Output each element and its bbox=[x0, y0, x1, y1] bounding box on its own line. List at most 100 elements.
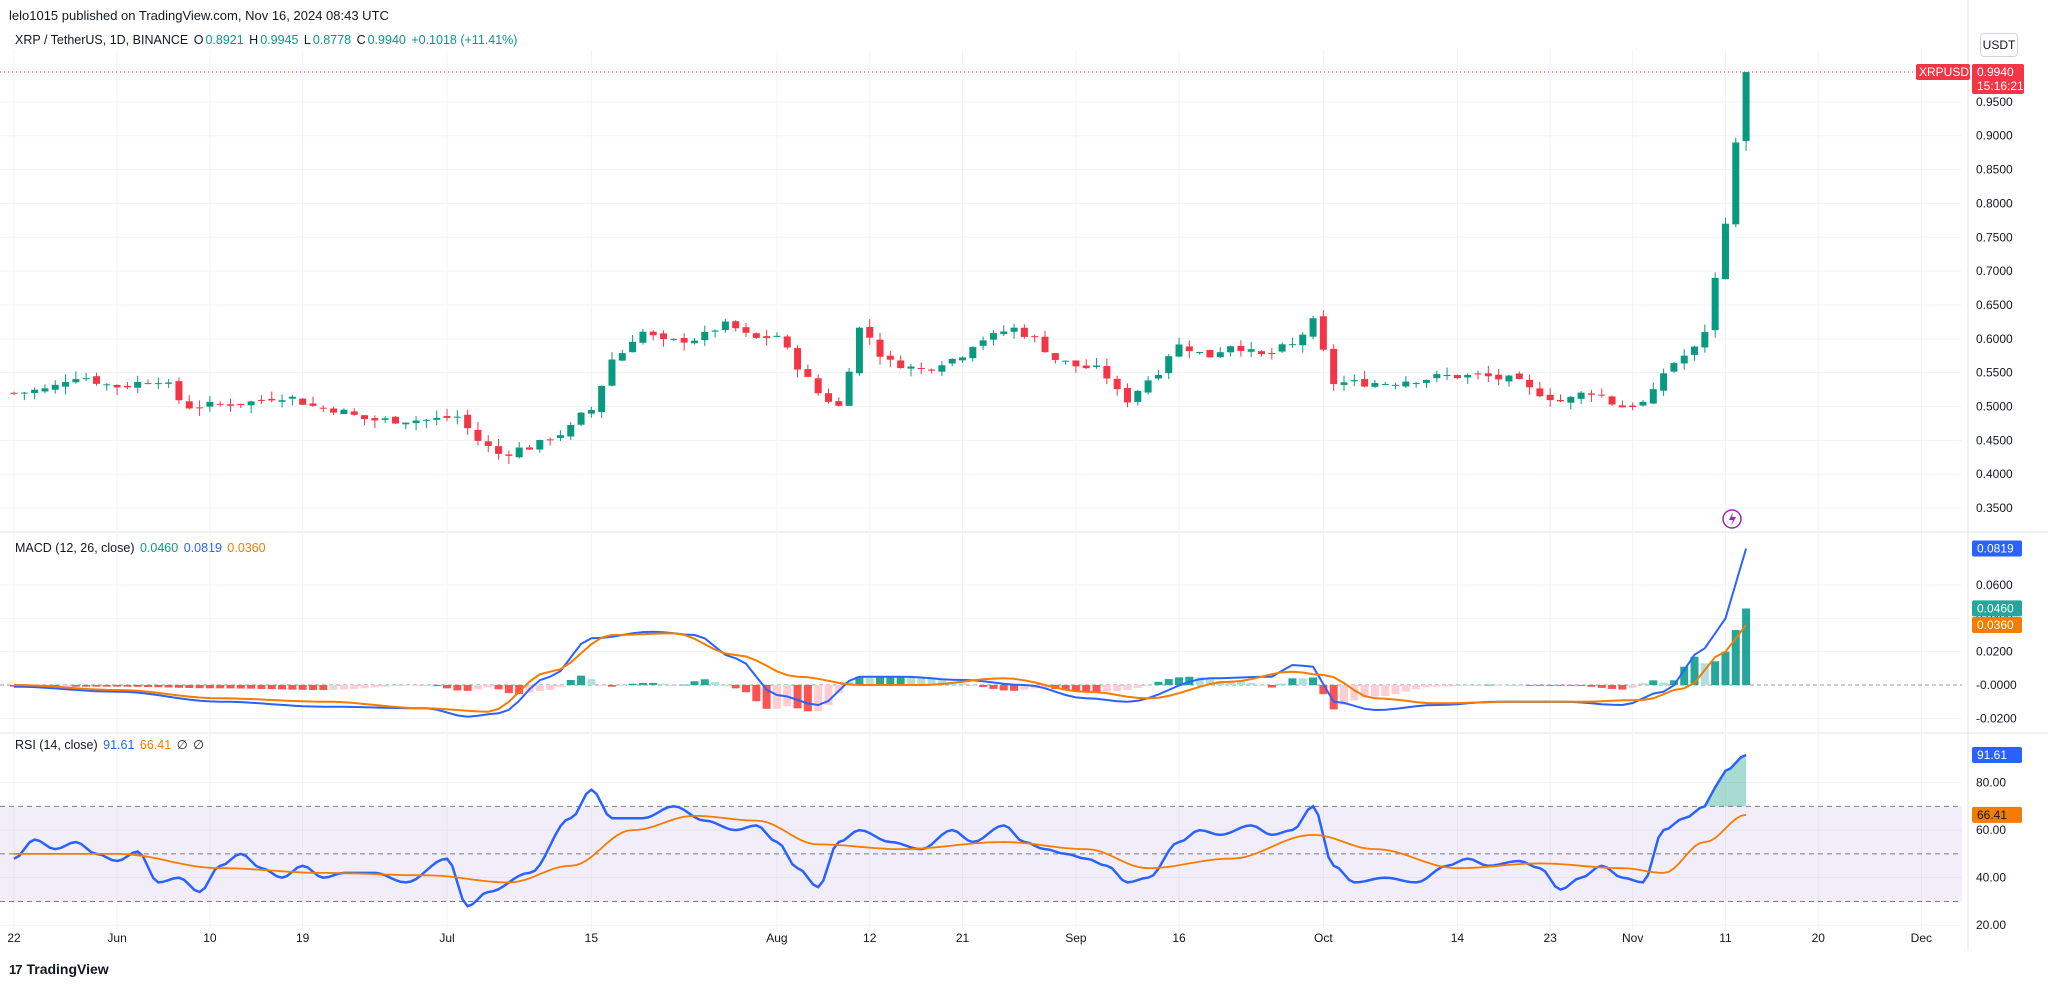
candle-body bbox=[1732, 142, 1740, 225]
candle bbox=[855, 326, 863, 376]
candle bbox=[1134, 390, 1142, 406]
macd-hist-bar bbox=[1484, 684, 1493, 686]
candle-body bbox=[979, 340, 987, 346]
macd-hist-bar bbox=[113, 685, 122, 687]
macd-hist-bar bbox=[1504, 684, 1513, 686]
macd-hist-bar bbox=[267, 685, 276, 690]
macd-hist-bar bbox=[597, 685, 606, 686]
candle-body bbox=[1392, 384, 1400, 386]
macd-hist-bar bbox=[638, 682, 647, 685]
candle bbox=[701, 325, 709, 346]
candle bbox=[567, 422, 575, 440]
candle-body bbox=[814, 378, 822, 394]
candle bbox=[134, 375, 142, 394]
price-tick-label: 0.6500 bbox=[1976, 298, 2013, 312]
macd-line bbox=[13, 548, 1748, 718]
candle bbox=[1165, 354, 1173, 380]
macd-hist-bar bbox=[174, 685, 183, 688]
grid-lines bbox=[0, 50, 2048, 930]
candle-body bbox=[598, 385, 606, 412]
macd-hist-bar bbox=[1113, 685, 1122, 692]
candle bbox=[536, 439, 544, 453]
candle bbox=[216, 401, 224, 407]
rsi-legend: RSI (14, close) 91.61 66.41 ∅ ∅ bbox=[15, 737, 206, 752]
candle-body bbox=[464, 414, 472, 429]
candle-body bbox=[660, 333, 668, 340]
symbol-label[interactable]: XRP / TetherUS, 1D, BINANCE bbox=[15, 33, 189, 47]
price-tick-label: 0.5500 bbox=[1976, 366, 2013, 380]
candle bbox=[938, 361, 946, 377]
candle-body bbox=[381, 418, 389, 420]
candle-body bbox=[1721, 223, 1729, 280]
candle bbox=[1258, 350, 1266, 357]
candle bbox=[515, 442, 523, 459]
candle-body bbox=[62, 382, 70, 387]
candle bbox=[1278, 342, 1286, 353]
macd-hist-bar bbox=[607, 685, 616, 687]
candle bbox=[1474, 370, 1482, 380]
candle bbox=[1072, 360, 1080, 373]
candle-body bbox=[804, 369, 812, 377]
candle bbox=[319, 405, 327, 412]
candle-body bbox=[1134, 390, 1142, 402]
candle bbox=[185, 395, 193, 410]
x-tick-label: 12 bbox=[863, 931, 877, 945]
candle bbox=[340, 408, 348, 415]
candle-body bbox=[1505, 375, 1513, 382]
candle bbox=[1495, 368, 1503, 386]
candle-body bbox=[649, 331, 657, 336]
candle bbox=[474, 421, 482, 446]
candle-body bbox=[1453, 375, 1461, 379]
candle-body bbox=[227, 404, 235, 406]
candle bbox=[227, 398, 235, 412]
candle bbox=[41, 384, 49, 394]
candle bbox=[660, 330, 668, 347]
macd-label[interactable]: MACD (12, 26, close) bbox=[15, 541, 135, 555]
candle bbox=[1402, 376, 1410, 388]
candle-body bbox=[1484, 373, 1492, 377]
candle-body bbox=[763, 336, 771, 339]
candle-body bbox=[175, 381, 183, 401]
macd-hist-bar bbox=[649, 682, 658, 685]
alert-icon[interactable] bbox=[1722, 509, 1742, 529]
candle-body bbox=[1103, 365, 1111, 379]
rsi-band-area bbox=[0, 754, 1962, 902]
candle-body bbox=[1309, 318, 1317, 337]
candle bbox=[402, 422, 410, 430]
rsi-label[interactable]: RSI (14, close) bbox=[15, 738, 98, 752]
macd-hist-bar bbox=[1144, 684, 1153, 686]
tradingview-footer[interactable]: 17 TradingView bbox=[9, 961, 109, 977]
candle bbox=[495, 438, 503, 460]
candle bbox=[144, 379, 152, 385]
macd-hist-bar bbox=[463, 685, 472, 691]
macd-hist-bar bbox=[1195, 677, 1204, 685]
candle bbox=[1484, 365, 1492, 383]
macd-hist-bar bbox=[772, 685, 781, 709]
macd-hist-bar bbox=[845, 681, 854, 685]
candle bbox=[979, 336, 987, 350]
macd-hist-bar bbox=[1010, 685, 1019, 691]
candle bbox=[886, 351, 894, 368]
candle-body bbox=[886, 355, 894, 360]
candle-body bbox=[938, 365, 946, 372]
candle-body bbox=[1649, 389, 1657, 404]
hist-tag-box bbox=[1972, 600, 2022, 617]
candle-body bbox=[639, 331, 647, 343]
candle bbox=[381, 416, 389, 423]
candle-body bbox=[1422, 379, 1430, 383]
candle-body bbox=[247, 401, 255, 406]
candle-body bbox=[1598, 394, 1606, 396]
candle bbox=[1082, 359, 1090, 369]
candle-body bbox=[1072, 360, 1080, 367]
price-tick-label: 0.5000 bbox=[1976, 400, 2013, 414]
candle bbox=[484, 435, 492, 453]
candle bbox=[1237, 340, 1245, 357]
candles-layer bbox=[0, 71, 1962, 464]
candle-body bbox=[556, 435, 564, 438]
macd-hist-bar bbox=[1298, 678, 1307, 685]
rsi-ma-tag: 66.41 bbox=[1972, 806, 2022, 823]
candle-body bbox=[350, 411, 358, 415]
candle bbox=[1711, 272, 1719, 338]
currency-unit-button[interactable]: USDT bbox=[1980, 33, 2018, 57]
